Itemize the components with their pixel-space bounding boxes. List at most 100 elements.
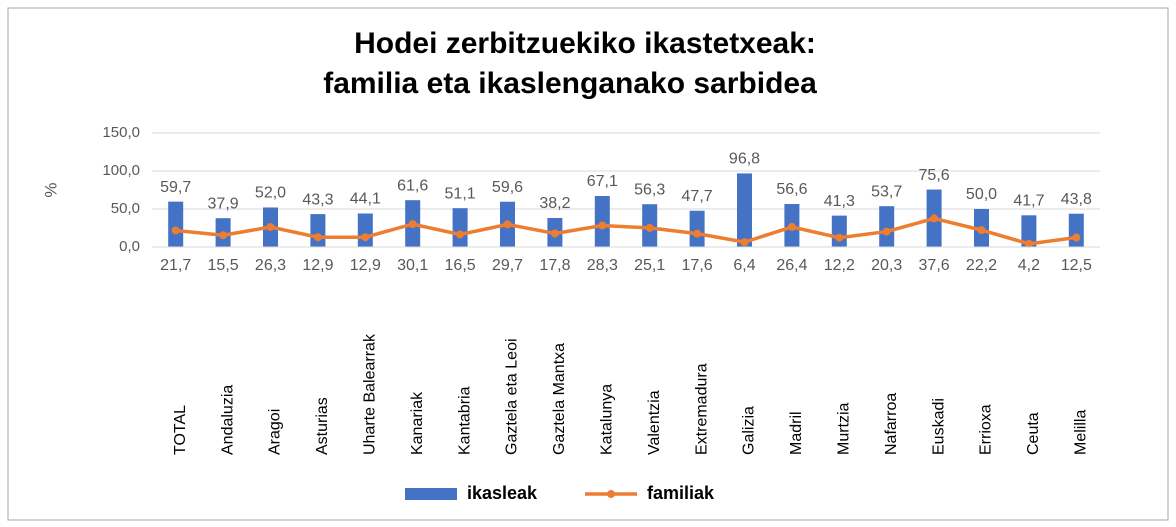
line-marker [930, 214, 939, 223]
x-tick-label: Melilla [1073, 410, 1090, 455]
data-label: 4,2 [1018, 257, 1040, 274]
x-tick-label: Aragoi [267, 409, 284, 455]
x-tick-label: Galizia [741, 406, 758, 455]
data-label: 67,1 [587, 173, 618, 190]
data-label: 17,8 [539, 257, 570, 274]
data-label: 56,3 [634, 181, 665, 198]
line-marker [977, 226, 986, 235]
line-marker [171, 226, 180, 235]
y-tick-label: 150,0 [102, 124, 140, 141]
chart-title: Hodei zerbitzuekiko ikastetxeak: [354, 27, 816, 60]
x-tick-label: Valentzia [646, 390, 663, 455]
y-axis-label: % [41, 182, 60, 197]
data-label: 12,9 [350, 257, 381, 274]
data-label: 59,6 [492, 179, 523, 196]
y-tick-label: 0,0 [119, 238, 140, 255]
line-marker [693, 229, 702, 238]
data-label: 26,4 [776, 257, 807, 274]
x-tick-label: Kantabria [456, 386, 473, 455]
x-tick-label: Ceuta [1025, 412, 1042, 455]
data-label: 26,3 [255, 257, 286, 274]
x-tick-label: Uharte Balearrak [362, 333, 379, 455]
data-label: 43,3 [302, 191, 333, 208]
data-label: 12,5 [1061, 257, 1092, 274]
x-tick-label: Katalunya [599, 384, 616, 455]
line-marker [598, 221, 607, 230]
bar [168, 201, 184, 247]
x-tick-label: Nafarroa [883, 393, 900, 455]
data-label: 75,6 [919, 167, 950, 184]
data-label: 56,6 [776, 181, 807, 198]
legend-label: ikasleak [467, 483, 538, 503]
line-marker [456, 230, 465, 239]
data-label: 16,5 [445, 257, 476, 274]
x-tick-label: Murtzia [836, 402, 853, 455]
line-marker [313, 233, 322, 242]
bar [310, 214, 326, 247]
legend-label: familiak [647, 483, 715, 503]
data-label: 47,7 [682, 188, 713, 205]
data-label: 12,2 [824, 257, 855, 274]
line-marker [882, 227, 891, 236]
data-label: 37,9 [208, 195, 239, 212]
chart-frame [7, 7, 1169, 521]
bar [452, 208, 468, 247]
line-marker [503, 220, 512, 229]
data-label: 30,1 [397, 257, 428, 274]
line [175, 216, 1077, 246]
data-label: 17,6 [682, 257, 713, 274]
x-tick-label: Madril [788, 411, 805, 455]
data-label: 50,0 [966, 186, 997, 203]
data-label: 96,8 [729, 151, 760, 168]
bar [831, 215, 847, 247]
y-tick-label: 100,0 [102, 162, 140, 179]
line-marker [1024, 239, 1033, 248]
line-marker [550, 229, 559, 238]
data-label: 6,4 [733, 257, 755, 274]
data-label: 44,1 [350, 191, 381, 208]
bar [357, 213, 373, 247]
data-label: 52,0 [255, 185, 286, 202]
bar [737, 173, 752, 247]
data-label: 38,2 [539, 195, 570, 212]
line-marker [1072, 233, 1081, 242]
line-marker [740, 238, 749, 247]
data-label: 61,6 [397, 177, 428, 194]
data-label: 20,3 [871, 257, 902, 274]
bar [879, 206, 895, 247]
x-tick-label: TOTAL [172, 405, 189, 455]
x-tick-label: Gaztela Mantxa [551, 343, 568, 455]
x-tick-label: Extremadura [693, 363, 710, 455]
x-tick-label: Kanariak [409, 391, 426, 455]
data-label: 53,7 [871, 183, 902, 200]
data-label: 51,1 [445, 185, 476, 202]
data-label: 43,8 [1061, 191, 1092, 208]
bar [1068, 213, 1084, 247]
data-label: 28,3 [587, 257, 618, 274]
line-marker [219, 231, 228, 240]
legend-swatch [607, 490, 615, 498]
bar [689, 210, 705, 247]
y-tick-label: 50,0 [111, 200, 140, 217]
x-tick-label: Asturias [314, 397, 331, 455]
data-label: 41,7 [1013, 193, 1044, 210]
data-label: 59,7 [160, 179, 191, 196]
line-marker [408, 220, 417, 229]
data-label: 12,9 [302, 257, 333, 274]
bar [1021, 215, 1037, 247]
data-label: 15,5 [208, 257, 239, 274]
line-marker [266, 223, 275, 232]
chart-title: familia eta ikaslenganako sarbidea [323, 67, 817, 100]
x-tick-label: Andaluzia [219, 385, 236, 455]
x-tick-label: Errioxa [978, 404, 995, 455]
line-marker [645, 223, 654, 232]
legend-swatch [405, 488, 457, 500]
data-label: 21,7 [160, 257, 191, 274]
line-marker [787, 222, 796, 231]
line-marker [835, 233, 844, 242]
data-label: 22,2 [966, 257, 997, 274]
line-marker [361, 233, 370, 242]
x-tick-label: Gaztela eta Leoi [504, 338, 521, 455]
data-label: 25,1 [634, 257, 665, 274]
